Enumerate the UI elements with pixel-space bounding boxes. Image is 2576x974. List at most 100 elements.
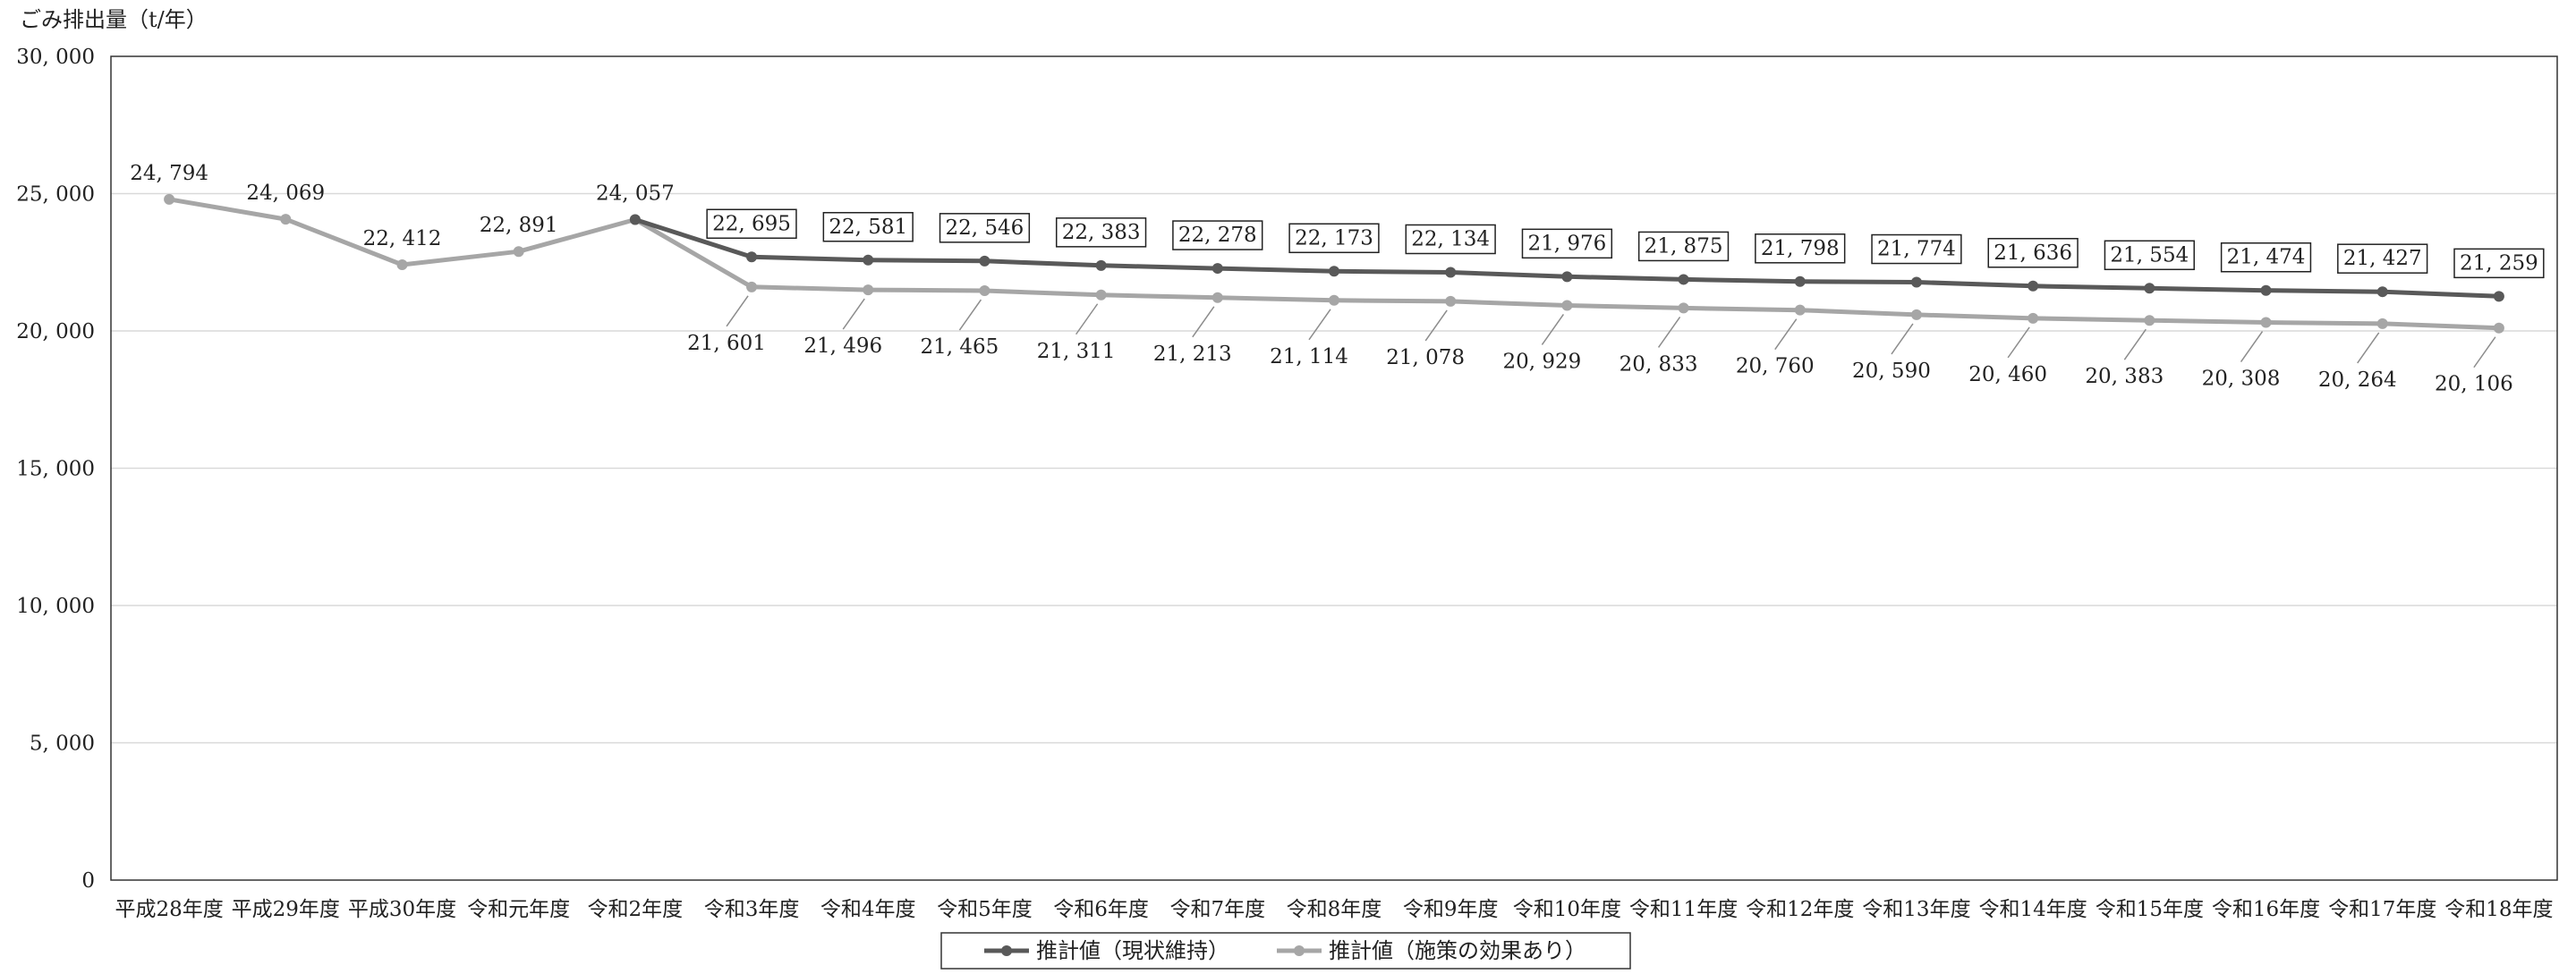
data-point	[164, 193, 175, 205]
data-label-boxed: 21, 798	[1755, 233, 1846, 264]
y-tick-label: 30, 000	[16, 46, 95, 69]
x-category-label: 令和5年度	[937, 898, 1033, 921]
legend: 推計値（現状維持） 推計値（施策の効果あり）	[940, 932, 1631, 970]
y-tick-label: 0	[81, 869, 95, 893]
data-point	[1329, 294, 1339, 306]
data-label: 24, 069	[246, 182, 325, 205]
data-label: 20, 760	[1736, 355, 1815, 378]
plot-area-border	[110, 55, 2558, 881]
data-label: 22, 134	[1411, 227, 1490, 250]
data-point	[1095, 289, 1107, 301]
label-leader-line	[842, 298, 865, 330]
data-label: 20, 460	[1968, 363, 2047, 386]
label-leader-line	[1657, 316, 1681, 348]
data-point	[1678, 274, 1689, 285]
x-category-label: 令和4年度	[820, 898, 916, 921]
data-label: 22, 695	[712, 212, 791, 235]
data-point	[2260, 317, 2272, 328]
data-label: 21, 554	[2110, 243, 2189, 267]
data-label: 21, 465	[921, 335, 999, 359]
x-category-label: 令和15年度	[2096, 898, 2204, 921]
data-label: 20, 833	[1620, 352, 1698, 376]
data-label: 20, 590	[1852, 360, 1931, 383]
data-label-box	[2337, 243, 2428, 274]
data-point	[2028, 312, 2039, 324]
series-lines	[164, 193, 2504, 334]
data-point	[1095, 259, 1107, 271]
data-point	[1211, 292, 1223, 303]
data-label-box	[2453, 248, 2545, 279]
data-point	[979, 285, 990, 297]
x-category-label: 令和11年度	[1629, 898, 1738, 921]
data-labels: 22, 695 22, 581 22, 546 22, 383 22, 278 22, 1…	[130, 162, 2545, 396]
label-leader-line	[1075, 303, 1099, 335]
x-category-label: 平成29年度	[232, 898, 340, 921]
data-label-box	[1288, 223, 1380, 254]
data-label-boxed: 21, 554	[2104, 240, 2195, 271]
data-point	[1794, 275, 1806, 287]
data-label: 22, 412	[363, 227, 442, 250]
data-point	[1678, 302, 1689, 314]
data-point	[1910, 276, 1922, 288]
data-label-box	[2104, 240, 2195, 271]
x-category-label: 令和8年度	[1287, 898, 1382, 921]
data-point	[2493, 322, 2504, 334]
x-category-label: 令和12年度	[1746, 898, 1854, 921]
data-label-box	[1637, 231, 1730, 262]
data-label: 22, 278	[1178, 224, 1257, 247]
data-point	[746, 251, 758, 263]
data-label: 24, 057	[596, 182, 675, 205]
y-tick-label: 25, 000	[16, 183, 95, 207]
data-label-boxed: 21, 976	[1521, 228, 1613, 259]
data-point	[863, 284, 874, 296]
x-category-label: 令和10年度	[1513, 898, 1621, 921]
data-label: 22, 581	[829, 216, 907, 239]
y-tick-label: 15, 000	[16, 458, 95, 481]
data-label: 21, 311	[1037, 340, 1116, 363]
data-label-boxed: 21, 636	[1987, 238, 2079, 268]
label-leader-lines	[726, 295, 2496, 368]
data-label: 21, 774	[1877, 238, 1956, 261]
legend-marker	[1294, 945, 1305, 956]
data-label-boxed: 21, 774	[1871, 233, 1962, 265]
data-label-boxed: 22, 278	[1172, 220, 1263, 250]
data-point	[513, 246, 524, 258]
label-leader-line	[1541, 314, 1564, 345]
data-label: 22, 891	[480, 214, 558, 237]
data-label-boxed: 22, 134	[1405, 224, 1496, 255]
data-label: 22, 173	[1295, 226, 1373, 250]
data-point	[1445, 295, 1457, 307]
data-label-box	[706, 208, 797, 240]
data-label-box	[1405, 224, 1496, 255]
data-point	[396, 258, 408, 270]
legend-entry-label: 推計値（施策の効果あり）	[1329, 938, 1586, 963]
data-label-boxed: 22, 581	[822, 212, 914, 242]
data-label-boxed: 22, 383	[1055, 217, 1147, 248]
data-point	[2260, 284, 2272, 296]
data-label-box	[1755, 233, 1846, 264]
data-label-box	[2220, 241, 2312, 273]
label-leader-line	[2123, 328, 2147, 360]
data-label-boxed: 22, 546	[939, 213, 1031, 243]
data-point	[1561, 271, 1573, 283]
data-label: 20, 308	[2202, 368, 2281, 391]
label-leader-line	[1774, 318, 1798, 351]
data-label-box	[1055, 217, 1147, 248]
data-label: 21, 976	[1527, 232, 1606, 255]
data-label-boxed: 21, 259	[2453, 248, 2545, 279]
data-label: 21, 259	[2460, 251, 2538, 275]
data-label: 21, 427	[2343, 247, 2422, 270]
legend-entry-label: 推計値（現状維持）	[1036, 938, 1229, 963]
data-label: 22, 546	[946, 216, 1024, 240]
x-category-label: 令和13年度	[1862, 898, 1970, 921]
label-leader-line	[2240, 331, 2264, 362]
data-label: 20, 929	[1502, 350, 1581, 373]
data-label-box	[1871, 233, 1962, 265]
data-label-box	[1172, 220, 1263, 250]
data-label-boxed: 21, 875	[1637, 231, 1730, 262]
data-label-box	[1987, 238, 2079, 268]
data-point	[863, 254, 874, 266]
data-label: 22, 383	[1062, 221, 1141, 244]
x-category-label: 令和7年度	[1169, 898, 1265, 921]
data-label: 21, 496	[803, 335, 882, 358]
